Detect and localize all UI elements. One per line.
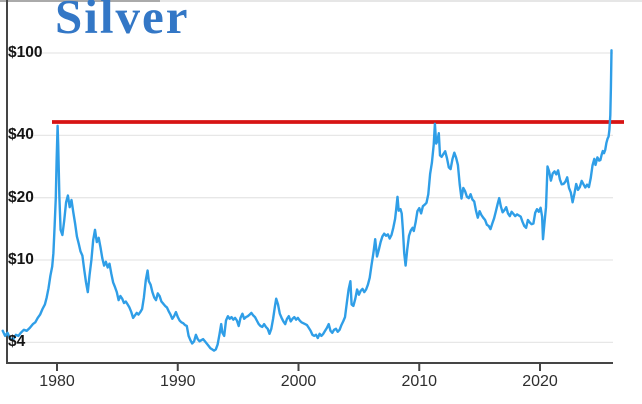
y-tick-label-40: $40 <box>8 126 34 144</box>
x-tick-label-2020: 2020 <box>522 373 558 390</box>
x-tick-label-2010: 2010 <box>401 373 438 390</box>
y-tick-label-4: $4 <box>8 333 26 351</box>
price-line <box>1 49 613 352</box>
y-tick-label-20: $20 <box>8 188 34 206</box>
y-tick-label-10: $10 <box>8 250 34 268</box>
x-tick-label-2000: 2000 <box>280 373 317 390</box>
y-tick-label-100: $100 <box>8 43 43 61</box>
x-tick-label-1980: 1980 <box>39 373 75 390</box>
chart-title: Silver <box>55 0 190 44</box>
x-tick-label-1990: 1990 <box>159 373 196 390</box>
